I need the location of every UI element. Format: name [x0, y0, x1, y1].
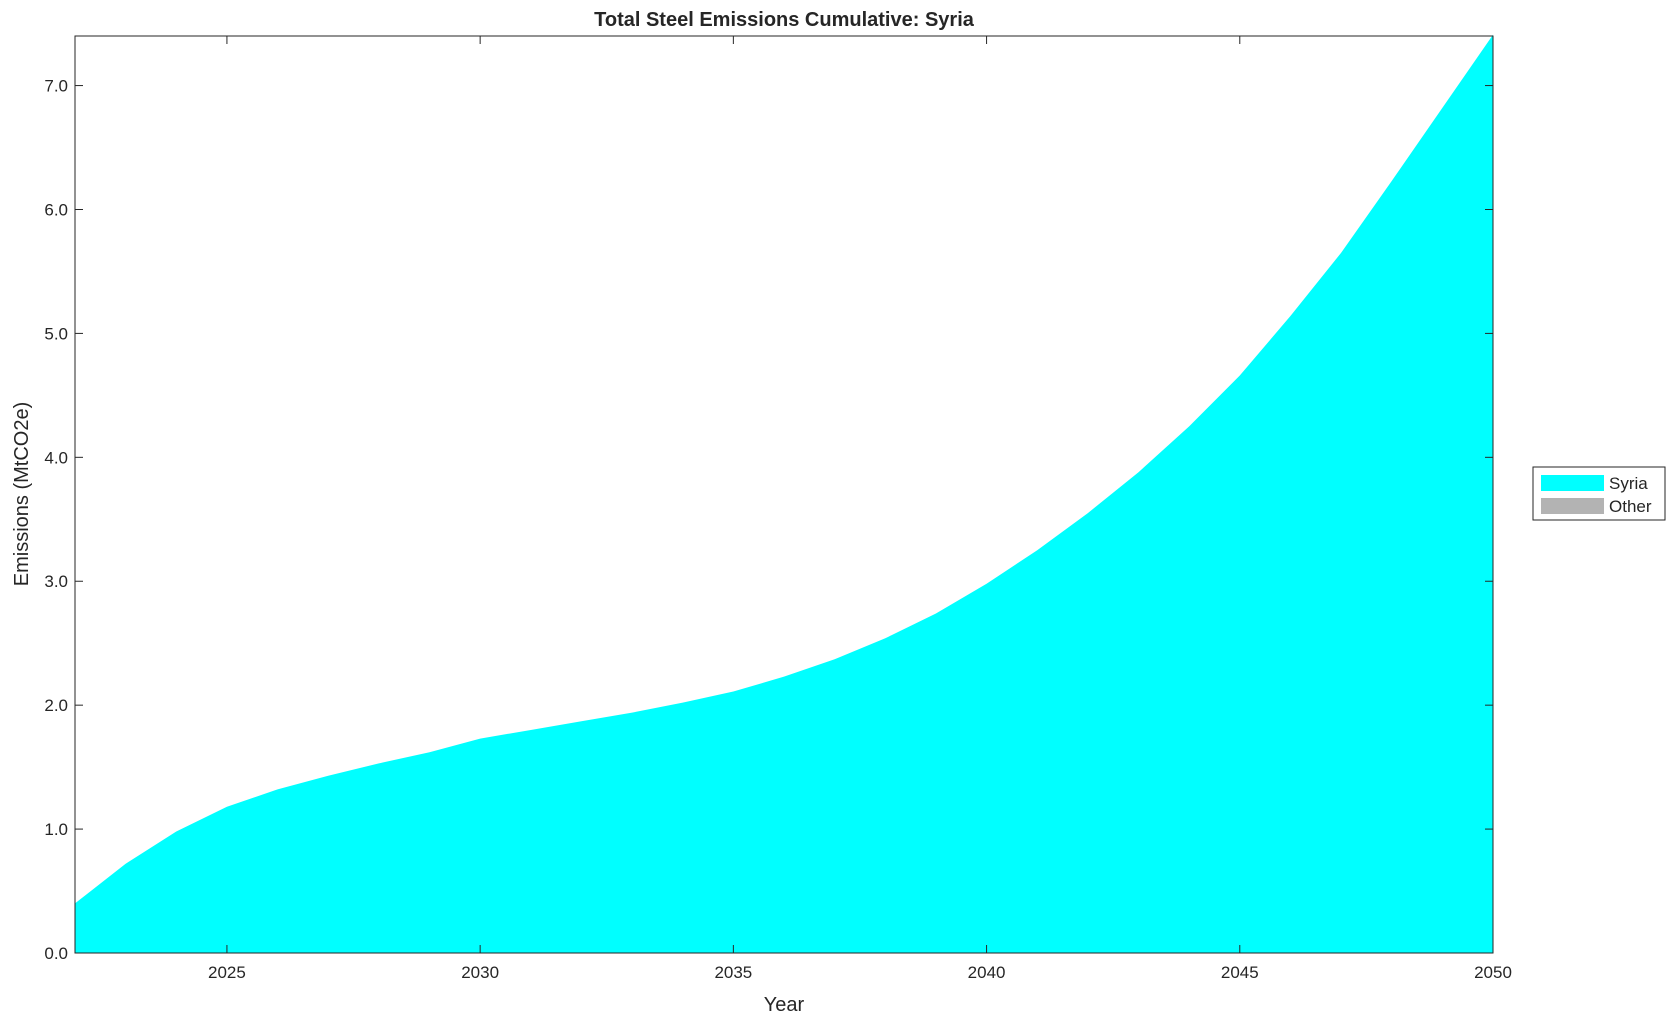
y-tick-label: 5.0 [44, 324, 68, 343]
x-tick-label: 2025 [208, 963, 246, 982]
legend-swatch-syria [1541, 475, 1604, 491]
x-tick-label: 2035 [714, 963, 752, 982]
legend-label-syria: Syria [1609, 474, 1648, 493]
plot-areas [75, 34, 1493, 954]
x-tick-label: 2040 [968, 963, 1006, 982]
y-tick-label: 0.0 [44, 944, 68, 963]
y-axis: 0.0 1.0 2.0 3.0 4.0 5.0 6.0 7.0 [44, 77, 1493, 963]
y-tick-label: 1.0 [44, 820, 68, 839]
y-axis-label: Emissions (MtCO2e) [11, 402, 33, 586]
y-tick-label: 7.0 [44, 77, 68, 96]
x-tick-label: 2045 [1221, 963, 1259, 982]
y-tick-label: 3.0 [44, 572, 68, 591]
x-tick-label: 2050 [1474, 963, 1512, 982]
y-tick-label: 2.0 [44, 696, 68, 715]
y-tick-label: 4.0 [44, 448, 68, 467]
legend: Syria Other [1532, 466, 1666, 521]
plot-frame [74, 35, 1494, 954]
area-syria [75, 34, 1493, 954]
legend-label-other: Other [1609, 497, 1652, 516]
x-tick-label: 2030 [461, 963, 499, 982]
x-axis: 2025 2030 2035 2040 2045 2050 [208, 36, 1512, 982]
legend-swatch-other [1541, 498, 1604, 514]
y-tick-label: 6.0 [44, 200, 68, 219]
x-axis-label: Year [764, 994, 805, 1016]
chart-title: Total Steel Emissions Cumulative: Syria [594, 9, 975, 31]
